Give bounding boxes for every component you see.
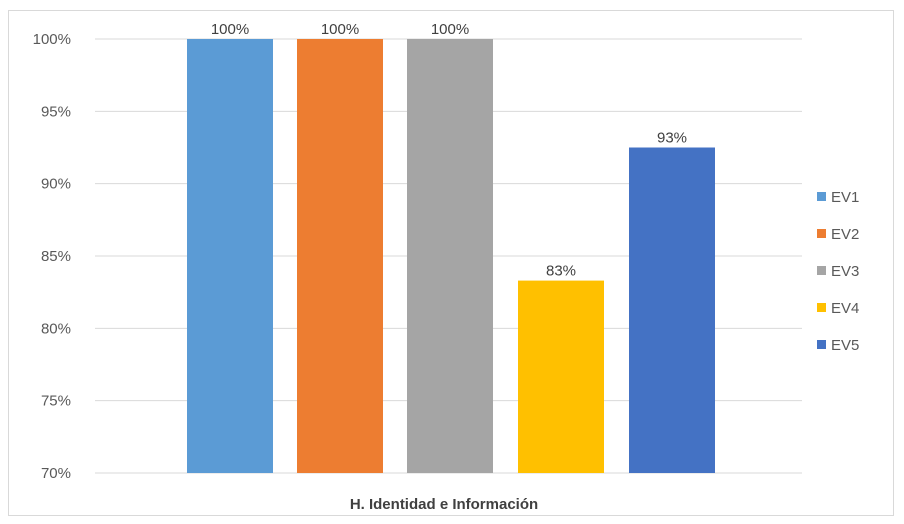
y-tick-label: 80%	[41, 320, 71, 337]
x-category-label: H. Identidad e Información	[350, 496, 538, 513]
legend-label-ev2: EV2	[831, 226, 859, 243]
chart-frame: 70% 75% 80% 85% 90% 95% 100% 100% 100% 100% 83% 93%…	[8, 10, 894, 516]
bar-chart: 70% 75% 80% 85% 90% 95% 100% 100% 100% 100% 83% 93%…	[33, 21, 860, 513]
legend-swatch-ev4	[817, 303, 826, 312]
bar-ev1	[187, 39, 273, 473]
legend-swatch-ev5	[817, 340, 826, 349]
y-tick-label: 70%	[41, 465, 71, 482]
legend-label-ev3: EV3	[831, 263, 859, 280]
legend-label-ev4: EV4	[831, 300, 859, 317]
data-label-ev2: 100%	[321, 21, 359, 38]
data-label-ev4: 83%	[546, 263, 576, 280]
legend-label-ev5: EV5	[831, 337, 859, 354]
data-label-ev1: 100%	[211, 21, 249, 38]
legend-swatch-ev2	[817, 229, 826, 238]
bar-ev3	[407, 39, 493, 473]
y-tick-label: 100%	[33, 31, 71, 48]
y-tick-label: 90%	[41, 176, 71, 193]
y-tick-label: 85%	[41, 248, 71, 265]
bar-ev2	[297, 39, 383, 473]
bar-ev5	[629, 147, 715, 473]
data-label-ev3: 100%	[431, 21, 469, 38]
bar-ev4	[518, 280, 604, 473]
legend-swatch-ev3	[817, 266, 826, 275]
legend-label-ev1: EV1	[831, 189, 859, 206]
y-tick-label: 75%	[41, 393, 71, 410]
legend-swatch-ev1	[817, 192, 826, 201]
data-label-ev5: 93%	[657, 130, 687, 147]
y-tick-label: 95%	[41, 103, 71, 120]
